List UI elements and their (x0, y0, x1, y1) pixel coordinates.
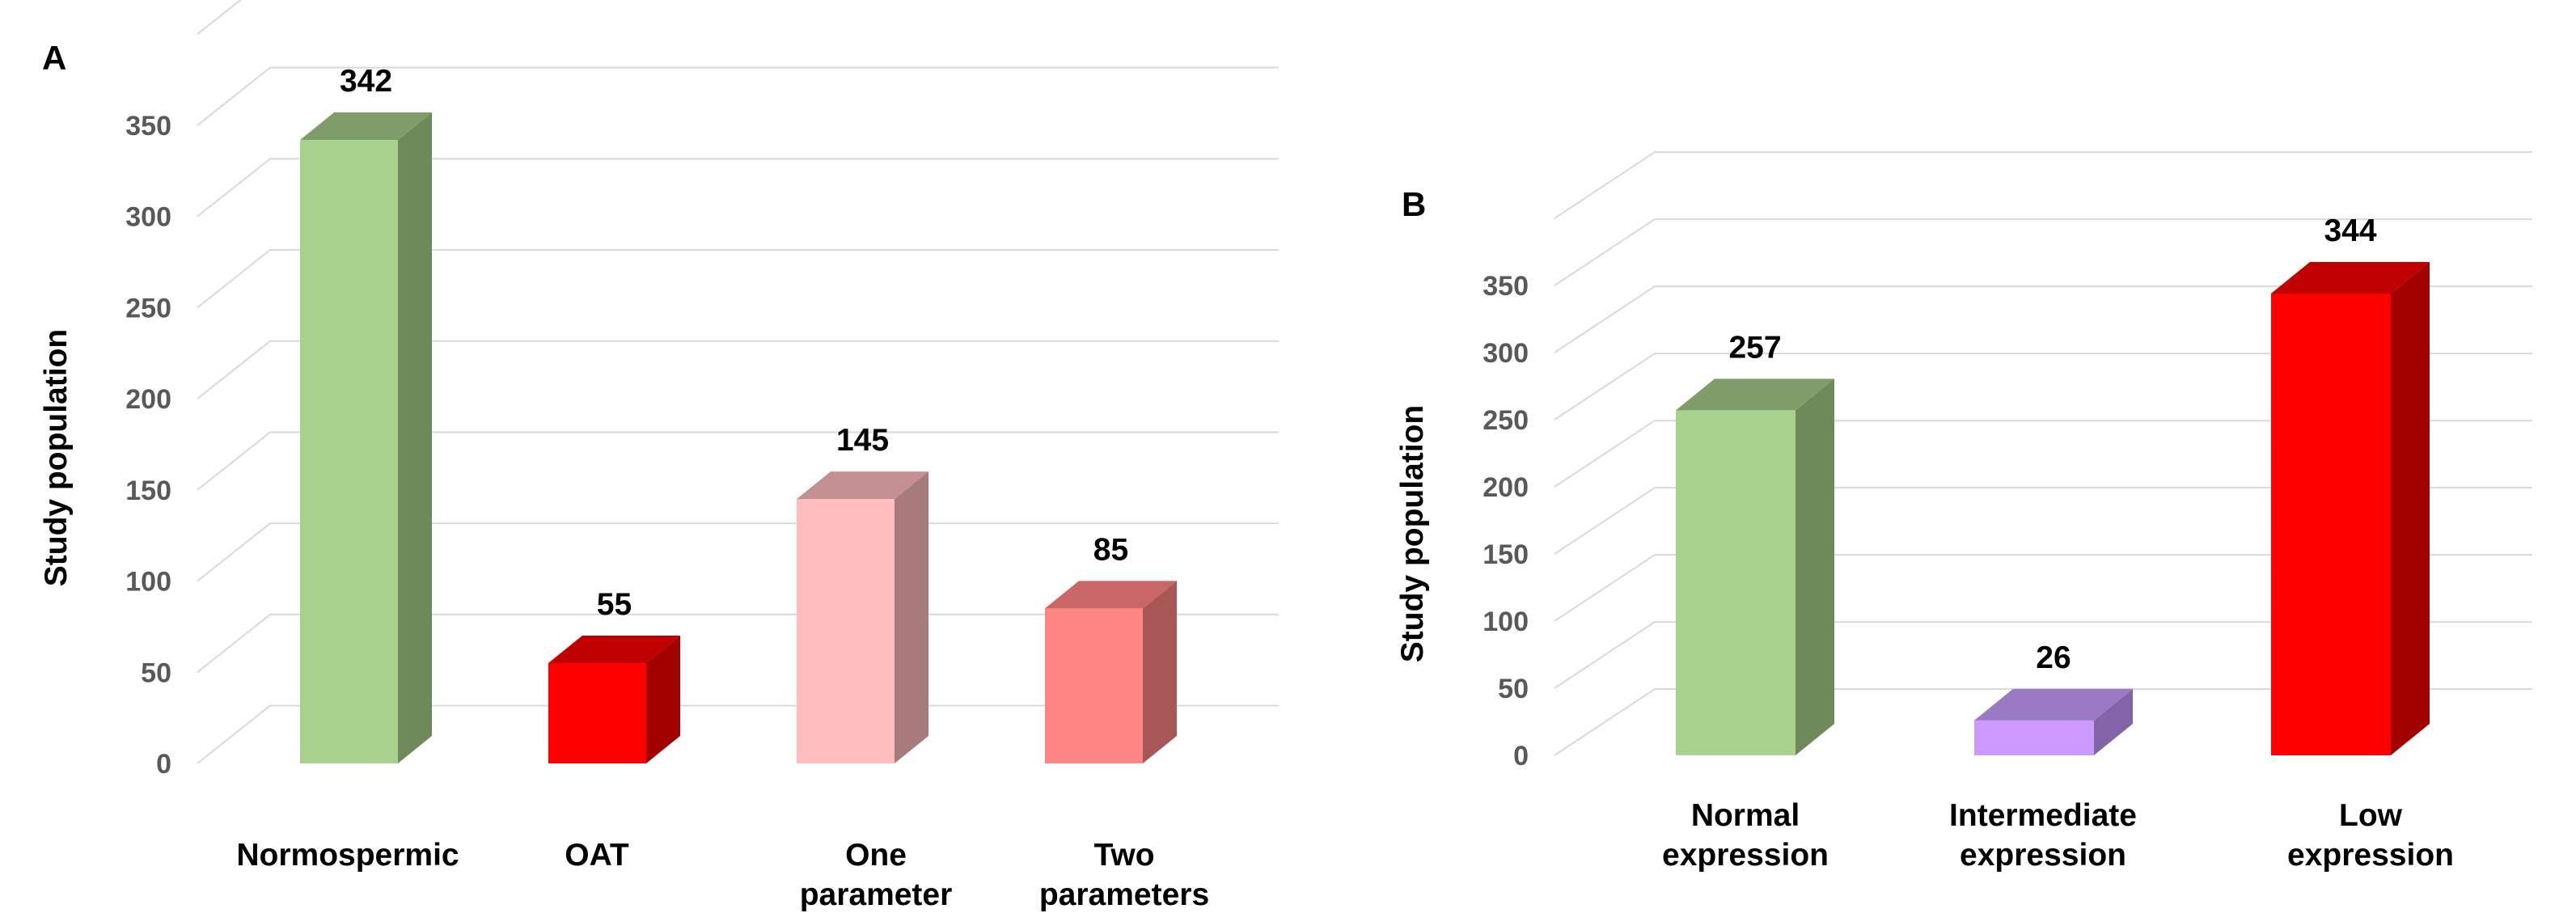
panel-a-label: A (42, 39, 66, 77)
panel-a-y-tick-label: 150 (125, 476, 171, 506)
panel-a-bar-3 (1045, 581, 1177, 763)
panel-a-category-label-line: OAT (565, 838, 629, 873)
panel-b-chart: B Study population 0 50 100 150 200 250 300 350… (1395, 151, 2532, 873)
panel-a-bar-2 (797, 471, 928, 763)
panel-a-y-tick-label: 200 (125, 384, 171, 415)
panel-b-value-label: 26 (2036, 640, 2071, 675)
panel-b-category-label-line: Normal (1691, 798, 1800, 833)
panel-a-bar-front (1045, 608, 1143, 763)
panel-a-category-label: Two parameters (1039, 838, 1209, 912)
panel-b-y-tick-label: 300 (1483, 338, 1529, 369)
panel-a-gridline-4 (197, 340, 1279, 399)
panel-b-gridline-0 (1554, 688, 2532, 756)
panel-b-y-tick-label: 100 (1483, 607, 1529, 637)
panel-a-bar-side (895, 471, 928, 763)
panel-b-category-label-line: Intermediate (1949, 798, 2137, 833)
panel-a-y-tick-label: 350 (125, 111, 171, 142)
panel-a-category-label-line: parameters (1039, 877, 1209, 912)
panel-b-bar-top (1676, 378, 1834, 411)
panel-a-y-tick-label: 0 (156, 749, 171, 780)
panel-a-value-label: 145 (836, 423, 889, 458)
panel-b-gridline-2 (1554, 554, 2532, 622)
panel-b-category-label-line: expression (2287, 838, 2454, 873)
panel-a-category-label: OAT (565, 838, 629, 873)
panel-a-value-label: 55 (597, 587, 632, 622)
panel-a-value-label: 342 (340, 64, 392, 99)
panel-b-category-label-line: expression (1960, 838, 2126, 873)
panel-a-gridline-8 (197, 0, 242, 36)
panel-a-category-label-line: Normospermic (236, 838, 459, 873)
panel-a-y-axis-title: Study population (39, 329, 74, 586)
panel-b-y-tick-label: 200 (1483, 472, 1529, 503)
panel-a-y-tick-label: 50 (141, 657, 171, 688)
panel-b-gridline-4 (1554, 420, 2532, 488)
panel-b-y-tick-label: 250 (1483, 405, 1529, 436)
panel-b-bar-2 (2271, 261, 2430, 756)
panel-a-bar-side (1143, 581, 1177, 763)
panel-b-bar-front (2271, 293, 2391, 756)
panel-a-gridline-0 (197, 704, 1279, 764)
panel-a-gridline-1 (197, 613, 1279, 674)
panel-b-category-label: Low expression (2287, 798, 2454, 873)
panel-b-y-axis-title: Study population (1395, 405, 1430, 662)
panel-b-category-label-line: expression (1662, 838, 1829, 873)
panel-b-value-label: 344 (2324, 213, 2376, 248)
panel-a-bar-top (300, 112, 432, 141)
panel-b-y-tick-label: 350 (1483, 271, 1529, 302)
panel-b-bar-front (1974, 720, 2094, 755)
panel-b-gridline-1 (1554, 621, 2532, 689)
panel-b-bar-0 (1676, 378, 1834, 755)
panel-a-bar-front (300, 140, 398, 763)
panel-a-category-label-line: One (845, 838, 907, 873)
panel-b-bar-1 (1974, 688, 2133, 755)
panel-b-bar-top (1974, 688, 2133, 721)
panel-b-bar-side (2391, 261, 2430, 756)
panel-a-gridline-5 (197, 249, 1279, 309)
panel-b-gridline-5 (1554, 353, 2532, 421)
panel-a-bar-front (548, 663, 646, 763)
panel-a-chart: A Study population 0 50 100 150 200 250 300 350… (39, 0, 1279, 912)
panel-a-y-tick-label: 300 (125, 202, 171, 233)
panel-a-bar-side (646, 636, 680, 763)
panel-b-bar-side (1796, 378, 1834, 755)
panel-a-bar-top (1045, 581, 1177, 609)
panel-b-value-label: 257 (1728, 330, 1781, 365)
panel-b-gridline-7 (1554, 218, 2532, 286)
panel-b-bar-side (2094, 688, 2133, 755)
panel-a-gridline-2 (197, 522, 1279, 582)
panel-a-category-label-line: parameter (800, 877, 953, 912)
panel-b-bar-front (1676, 410, 1796, 755)
panel-a-gridline-3 (197, 431, 1279, 491)
panel-b-gridline-6 (1554, 285, 2532, 353)
panel-b-y-tick-label: 0 (1513, 741, 1529, 771)
panel-b-y-tick-label: 150 (1483, 539, 1529, 570)
panel-a-category-label-line: Two (1093, 838, 1154, 873)
panel-a-y-tick-label: 250 (125, 293, 171, 323)
panel-a-bar-front (797, 499, 895, 763)
panel-a-bar-0 (300, 112, 432, 763)
panel-b-y-tick-label: 50 (1498, 674, 1529, 704)
panel-b-category-label: Intermediate expression (1949, 798, 2137, 873)
panel-a-gridline-7 (197, 66, 1279, 126)
panel-a-category-label: Normospermic (236, 838, 459, 873)
panel-a-bar-side (398, 112, 432, 763)
panel-a-value-label: 85 (1093, 532, 1128, 567)
panel-a-y-tick-label: 100 (125, 567, 171, 598)
panel-b-gridline-3 (1554, 487, 2532, 555)
panel-a-gridline-6 (197, 158, 1279, 218)
panel-a-bar-top (548, 636, 680, 664)
panel-b-gridline-8 (1554, 151, 2532, 219)
panel-b-category-label-line: Low (2339, 798, 2403, 833)
panel-a-bar-top (797, 471, 928, 500)
panel-a-category-label: One parameter (800, 838, 953, 912)
panel-b-category-label: Normal expression (1662, 798, 1829, 873)
panel-a-bar-1 (548, 636, 680, 763)
panel-b-bar-top (2271, 261, 2430, 294)
panel-b-label: B (1402, 185, 1426, 223)
